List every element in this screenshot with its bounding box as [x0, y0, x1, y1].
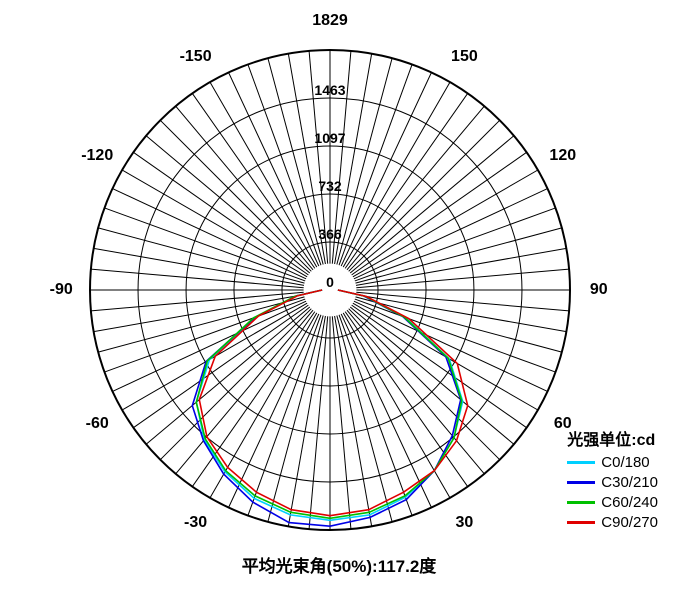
angle-label: 90 [590, 281, 608, 299]
legend-swatch [567, 501, 595, 504]
angle-label: -90 [50, 281, 73, 299]
radial-label: 1463 [314, 82, 345, 98]
legend-title: 光强单位:cd [567, 426, 658, 450]
legend-swatch [567, 481, 595, 484]
legend-label: C0/180 [601, 454, 649, 471]
angle-label: 120 [549, 147, 576, 165]
radial-label: 732 [318, 178, 341, 194]
legend-row: C30/210 [567, 474, 658, 491]
legend-label: C90/270 [601, 514, 658, 531]
angle-label: -120 [81, 147, 113, 165]
radial-label: 0 [326, 274, 334, 290]
angle-label: -150 [180, 48, 212, 66]
radial-label: 366 [318, 226, 341, 242]
angle-label: -60 [86, 415, 109, 433]
polar-chart-container: 光强单位:cd C0/180 C30/210 C60/240 C90/270 平均光束… [0, 0, 678, 589]
legend: 光强单位:cd C0/180 C30/210 C60/240 C90/270 [567, 426, 658, 534]
legend-items: C0/180 C30/210 C60/240 C90/270 [567, 454, 658, 531]
angle-label: 1829 [312, 12, 348, 30]
angle-label: 30 [455, 514, 473, 532]
legend-swatch [567, 461, 595, 464]
angle-label: -30 [184, 514, 207, 532]
beam-angle-label: 平均光束角(50%):117.2度 [242, 552, 437, 577]
legend-label: C60/240 [601, 494, 658, 511]
legend-label: C30/210 [601, 474, 658, 491]
radial-label: 1097 [314, 130, 345, 146]
angle-label: 150 [451, 48, 478, 66]
legend-row: C60/240 [567, 494, 658, 511]
legend-row: C0/180 [567, 454, 658, 471]
legend-row: C90/270 [567, 514, 658, 531]
legend-swatch [567, 521, 595, 524]
angle-label: 60 [554, 415, 572, 433]
